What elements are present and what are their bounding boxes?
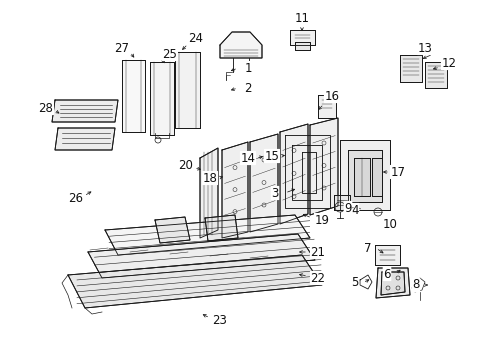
Polygon shape [88, 234, 314, 278]
Polygon shape [175, 52, 200, 128]
Polygon shape [294, 42, 309, 50]
Text: 3: 3 [271, 186, 278, 199]
Text: 1: 1 [244, 62, 251, 75]
Text: 6: 6 [383, 267, 390, 280]
Polygon shape [68, 255, 321, 308]
Text: 10: 10 [382, 217, 397, 230]
Text: 14: 14 [240, 152, 255, 165]
Polygon shape [374, 245, 399, 265]
Polygon shape [291, 145, 321, 200]
Polygon shape [285, 135, 329, 208]
Polygon shape [155, 217, 190, 243]
Polygon shape [399, 55, 421, 82]
Text: 26: 26 [68, 192, 83, 204]
Polygon shape [353, 158, 369, 196]
Polygon shape [280, 124, 307, 224]
Text: 16: 16 [324, 90, 339, 103]
Text: 8: 8 [411, 279, 419, 292]
Polygon shape [150, 62, 174, 135]
Text: 12: 12 [441, 57, 456, 69]
Text: 5: 5 [350, 276, 358, 289]
Text: 22: 22 [310, 271, 325, 284]
Text: 13: 13 [417, 41, 431, 54]
Text: 21: 21 [310, 246, 325, 258]
Polygon shape [222, 142, 247, 238]
Text: 15: 15 [264, 149, 279, 162]
Polygon shape [289, 30, 314, 45]
Text: 17: 17 [390, 166, 405, 179]
Text: 23: 23 [212, 314, 227, 327]
Polygon shape [249, 134, 278, 232]
Text: 9: 9 [344, 202, 351, 215]
Text: 4: 4 [350, 203, 358, 216]
Polygon shape [55, 128, 115, 150]
Polygon shape [220, 32, 262, 58]
Text: 27: 27 [114, 41, 129, 54]
Polygon shape [204, 215, 238, 241]
Text: 7: 7 [364, 242, 371, 255]
Text: 11: 11 [294, 12, 309, 24]
Text: 28: 28 [39, 102, 53, 114]
Polygon shape [371, 158, 381, 196]
Polygon shape [339, 140, 389, 210]
Polygon shape [52, 100, 118, 122]
Polygon shape [200, 148, 218, 238]
Polygon shape [105, 215, 309, 255]
Text: 24: 24 [188, 32, 203, 45]
Polygon shape [347, 150, 381, 202]
Polygon shape [333, 195, 349, 210]
Polygon shape [380, 272, 404, 295]
Polygon shape [309, 118, 337, 215]
Text: 19: 19 [314, 213, 329, 226]
Text: 2: 2 [244, 81, 251, 95]
Polygon shape [122, 60, 145, 132]
Polygon shape [302, 152, 315, 193]
Text: 20: 20 [178, 158, 193, 171]
Polygon shape [424, 62, 446, 88]
Text: 18: 18 [202, 171, 217, 185]
Polygon shape [375, 268, 409, 298]
Polygon shape [317, 95, 335, 118]
Text: 25: 25 [162, 48, 177, 60]
